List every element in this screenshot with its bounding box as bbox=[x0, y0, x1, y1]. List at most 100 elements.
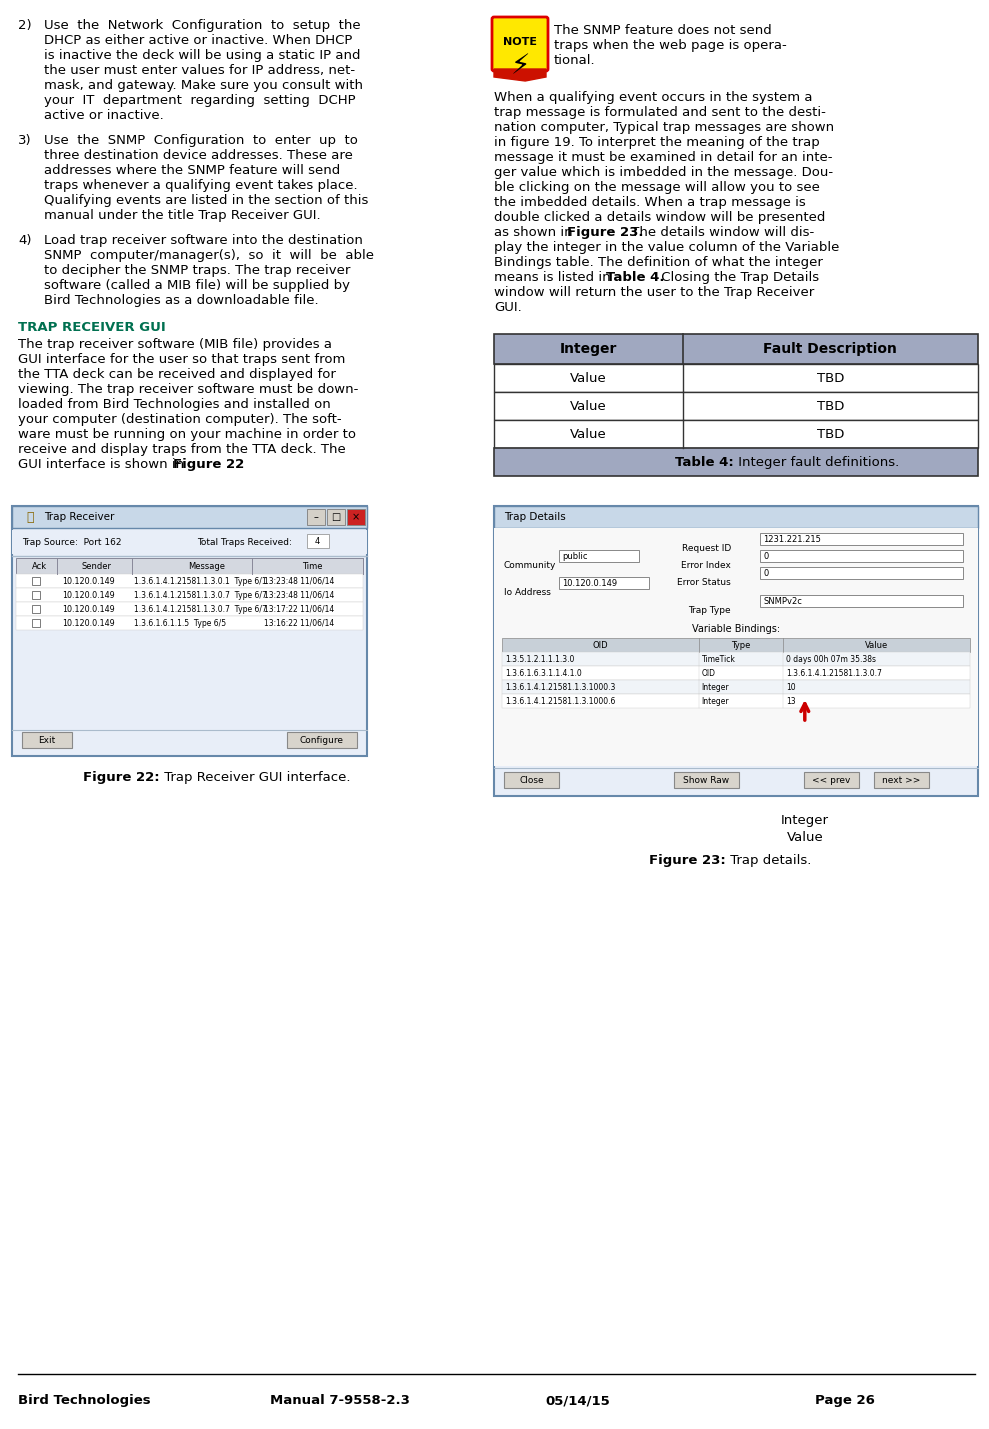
Text: 4): 4) bbox=[18, 234, 32, 247]
FancyBboxPatch shape bbox=[492, 17, 548, 71]
Text: 1.3.6.1.4.1.21581.1.3.0.7  Type 6/7: 1.3.6.1.4.1.21581.1.3.0.7 Type 6/7 bbox=[134, 604, 267, 613]
Text: 13:23:48 11/06/14: 13:23:48 11/06/14 bbox=[264, 590, 334, 600]
Bar bbox=[494, 420, 978, 449]
Text: is inactive the deck will be using a static IP and: is inactive the deck will be using a sta… bbox=[44, 49, 361, 61]
Text: as shown in: as shown in bbox=[494, 226, 577, 239]
Text: Fault Description: Fault Description bbox=[764, 342, 897, 356]
Text: << prev: << prev bbox=[812, 776, 851, 785]
Text: Trap details.: Trap details. bbox=[726, 855, 811, 867]
Text: to decipher the SNMP traps. The trap receiver: to decipher the SNMP traps. The trap rec… bbox=[44, 264, 350, 277]
Text: Community: Community bbox=[504, 562, 557, 570]
Text: TRAP RECEIVER GUI: TRAP RECEIVER GUI bbox=[18, 322, 166, 334]
Text: 0: 0 bbox=[764, 552, 768, 560]
Text: 1.3.6.1.4.1.21581.1.3.0.1  Type 6/1: 1.3.6.1.4.1.21581.1.3.0.1 Type 6/1 bbox=[134, 576, 267, 586]
Bar bbox=[12, 530, 367, 554]
Text: Closing the Trap Details: Closing the Trap Details bbox=[657, 272, 819, 284]
Bar bbox=[559, 550, 639, 562]
Text: Integer fault definitions.: Integer fault definitions. bbox=[734, 456, 899, 469]
Text: SNMP  computer/manager(s),  so  it  will  be  able: SNMP computer/manager(s), so it will be … bbox=[44, 249, 374, 262]
Bar bbox=[327, 509, 345, 524]
Text: 1.3.6.1.4.1.21581.1.3.1000.6: 1.3.6.1.4.1.21581.1.3.1000.6 bbox=[505, 696, 615, 706]
Text: Bird Technologies: Bird Technologies bbox=[18, 1395, 150, 1408]
Text: in figure 19. To interpret the meaning of the trap: in figure 19. To interpret the meaning o… bbox=[494, 136, 820, 149]
Text: Sender: Sender bbox=[82, 562, 112, 570]
Text: the user must enter values for IP address, net-: the user must enter values for IP addres… bbox=[44, 64, 355, 77]
Text: the TTA deck can be received and displayed for: the TTA deck can be received and display… bbox=[18, 369, 336, 382]
Text: your computer (destination computer). The soft-: your computer (destination computer). Th… bbox=[18, 413, 341, 426]
Text: 1.3.6.1.4.1.21581.1.3.0.7: 1.3.6.1.4.1.21581.1.3.0.7 bbox=[786, 669, 881, 677]
Text: Figure 22: Figure 22 bbox=[173, 459, 244, 472]
Text: TimeTick: TimeTick bbox=[701, 654, 736, 663]
Text: ×: × bbox=[352, 512, 360, 522]
Text: Integer: Integer bbox=[701, 696, 729, 706]
Text: Io Address: Io Address bbox=[504, 587, 551, 597]
Bar bbox=[494, 364, 978, 392]
Bar bbox=[804, 772, 859, 787]
Bar bbox=[761, 550, 963, 562]
Text: Figure 23.: Figure 23. bbox=[567, 226, 644, 239]
Text: loaded from Bird Technologies and installed on: loaded from Bird Technologies and instal… bbox=[18, 399, 330, 412]
Text: ger value which is imbedded in the message. Dou-: ger value which is imbedded in the messa… bbox=[494, 166, 833, 179]
Text: three destination device addresses. These are: three destination device addresses. Thes… bbox=[44, 149, 353, 161]
Bar bbox=[559, 577, 649, 589]
Bar bbox=[307, 534, 328, 547]
Text: GUI interface is shown in: GUI interface is shown in bbox=[18, 459, 188, 472]
Text: 0: 0 bbox=[764, 569, 768, 577]
Bar bbox=[16, 574, 363, 587]
Bar bbox=[347, 509, 365, 524]
Text: Bird Technologies as a downloadable file.: Bird Technologies as a downloadable file… bbox=[44, 294, 318, 307]
Text: Message: Message bbox=[189, 562, 225, 570]
Text: The details window will dis-: The details window will dis- bbox=[627, 226, 814, 239]
Text: Table 4:: Table 4: bbox=[675, 456, 734, 469]
Bar bbox=[307, 509, 325, 524]
Bar bbox=[494, 506, 978, 796]
Bar bbox=[16, 616, 363, 630]
Text: traps whenever a qualifying event takes place.: traps whenever a qualifying event takes … bbox=[44, 179, 358, 191]
Text: When a qualifying event occurs in the system a: When a qualifying event occurs in the sy… bbox=[494, 91, 813, 104]
Text: double clicked a details window will be presented: double clicked a details window will be … bbox=[494, 211, 826, 224]
Text: 1.3.5.1.2.1.1.1.3.0: 1.3.5.1.2.1.1.1.3.0 bbox=[505, 654, 575, 663]
Bar bbox=[494, 506, 978, 527]
Text: SNMPv2c: SNMPv2c bbox=[764, 596, 802, 606]
Text: viewing. The trap receiver software must be down-: viewing. The trap receiver software must… bbox=[18, 383, 358, 396]
Text: Page 26: Page 26 bbox=[815, 1395, 875, 1408]
Text: next >>: next >> bbox=[882, 776, 921, 785]
Text: Show Raw: Show Raw bbox=[683, 776, 730, 785]
Text: means is listed in: means is listed in bbox=[494, 272, 615, 284]
Text: 13:16:22 11/06/14: 13:16:22 11/06/14 bbox=[264, 619, 334, 627]
Bar bbox=[32, 592, 40, 599]
Text: 4: 4 bbox=[315, 536, 320, 546]
Text: ble clicking on the message will allow you to see: ble clicking on the message will allow y… bbox=[494, 181, 820, 194]
Bar bbox=[494, 334, 978, 364]
Text: message it must be examined in detail for an inte-: message it must be examined in detail fo… bbox=[494, 151, 833, 164]
Bar bbox=[494, 527, 978, 766]
Text: Integer: Integer bbox=[560, 342, 617, 356]
Text: Value: Value bbox=[570, 427, 607, 440]
Bar bbox=[674, 772, 739, 787]
Text: 2): 2) bbox=[18, 19, 32, 31]
Text: Request ID: Request ID bbox=[681, 544, 731, 553]
Text: Integer
Value: Integer Value bbox=[780, 815, 829, 845]
Text: public: public bbox=[562, 552, 587, 560]
Text: 10.120.0.149: 10.120.0.149 bbox=[62, 590, 115, 600]
Text: 1.3.6.1.4.1.21581.1.3.0.7  Type 6/7: 1.3.6.1.4.1.21581.1.3.0.7 Type 6/7 bbox=[134, 590, 267, 600]
Bar bbox=[502, 637, 970, 652]
Text: the imbedded details. When a trap message is: the imbedded details. When a trap messag… bbox=[494, 196, 806, 209]
Text: 10.120.0.149: 10.120.0.149 bbox=[62, 619, 115, 627]
Bar bbox=[504, 772, 559, 787]
Text: –: – bbox=[314, 512, 318, 522]
Text: ⚡: ⚡ bbox=[510, 51, 530, 80]
Bar bbox=[502, 652, 970, 666]
Text: 1.3.6.1.6.3.1.1.4.1.0: 1.3.6.1.6.3.1.1.4.1.0 bbox=[505, 669, 582, 677]
Text: Value: Value bbox=[570, 400, 607, 413]
Text: Manual 7-9558-2.3: Manual 7-9558-2.3 bbox=[270, 1395, 409, 1408]
Text: Bindings table. The definition of what the integer: Bindings table. The definition of what t… bbox=[494, 256, 823, 269]
Text: Exit: Exit bbox=[39, 736, 55, 745]
Text: tional.: tional. bbox=[554, 54, 595, 67]
Text: OID: OID bbox=[701, 669, 716, 677]
Text: your  IT  department  regarding  setting  DCHP: your IT department regarding setting DCH… bbox=[44, 94, 356, 107]
Text: DHCP as either active or inactive. When DHCP: DHCP as either active or inactive. When … bbox=[44, 34, 352, 47]
Bar bbox=[761, 533, 963, 544]
Text: 0 days 00h 07m 35.38s: 0 days 00h 07m 35.38s bbox=[786, 654, 876, 663]
Text: The SNMP feature does not send: The SNMP feature does not send bbox=[554, 24, 771, 37]
